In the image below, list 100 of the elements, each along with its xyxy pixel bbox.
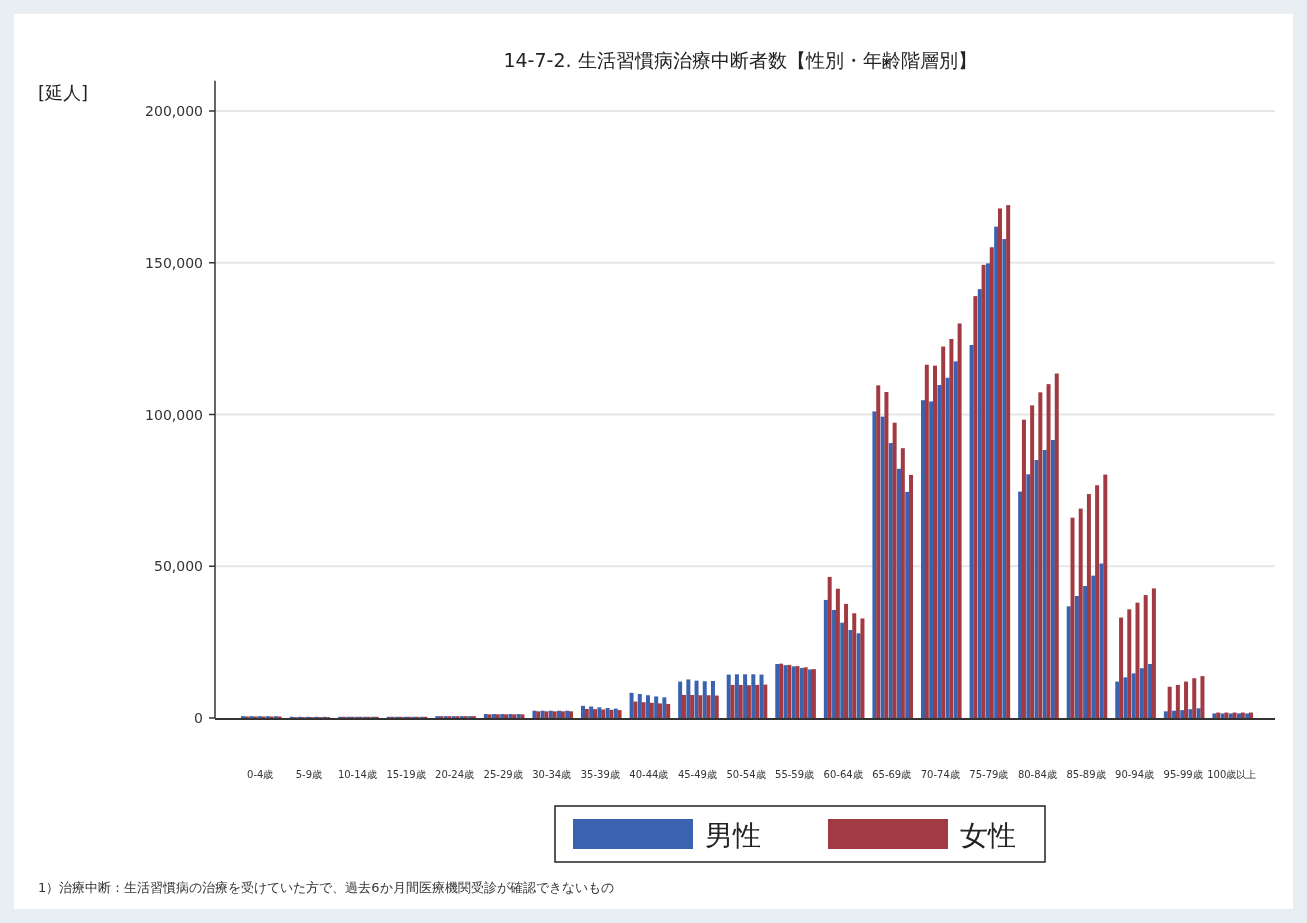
bar [1172, 710, 1177, 718]
x-tick-label: 100歳以上 [1207, 769, 1257, 780]
bar [544, 711, 549, 718]
bar [1083, 585, 1088, 718]
bar [1078, 508, 1083, 718]
bar [1224, 712, 1229, 718]
y-tick-label: 100,000 [145, 406, 203, 423]
bar [710, 680, 715, 718]
bar [584, 708, 589, 718]
bar [1074, 595, 1079, 718]
x-tick-label: 35-39歳 [580, 769, 620, 780]
bar [981, 264, 986, 718]
bar [520, 714, 525, 718]
bar [937, 385, 942, 718]
bar [977, 289, 982, 718]
bar [1245, 713, 1250, 718]
bar [1249, 712, 1254, 718]
x-tick-label: 45-49歳 [677, 769, 717, 780]
bar [1042, 450, 1047, 718]
bar [953, 361, 958, 718]
bar [601, 709, 606, 718]
bar [536, 711, 541, 718]
bar [483, 714, 488, 718]
bar [1163, 711, 1168, 718]
bar [852, 613, 857, 718]
x-tick-label: 0-4歳 [247, 769, 274, 780]
bar [569, 711, 574, 718]
x-tick-label: 50-54歳 [726, 769, 766, 780]
bar [888, 443, 893, 718]
bar [633, 701, 638, 718]
bar [949, 338, 954, 718]
x-tick-label: 70-74歳 [920, 769, 960, 780]
y-tick-label: 50,000 [154, 558, 203, 575]
bar [1050, 439, 1055, 718]
y-axis-title: [延人] [38, 82, 89, 103]
bar [860, 618, 865, 718]
bar [1123, 677, 1128, 718]
bar [957, 323, 962, 718]
y-tick-label: 0 [194, 710, 203, 726]
bar [500, 714, 505, 718]
x-tick-label: 55-59歳 [775, 769, 815, 780]
bar [746, 685, 751, 718]
bar [897, 468, 902, 718]
bar [617, 710, 622, 718]
bar [779, 663, 784, 718]
bar [1232, 712, 1237, 718]
bar [844, 603, 849, 718]
bar [775, 663, 780, 718]
text: 1）治療中断：生活習慣病の治療を受けていた方で、過去6か月間医療機関受診が確認できないもの [38, 880, 614, 895]
bar [1143, 595, 1148, 718]
bar [657, 703, 662, 718]
x-tick-label: 75-79歳 [969, 769, 1009, 780]
bar [702, 681, 707, 718]
bar [1175, 684, 1180, 718]
bar [997, 208, 1002, 718]
x-tick-label: 60-64歳 [823, 769, 863, 780]
bar [1188, 709, 1193, 718]
bar [1006, 205, 1011, 718]
bar [512, 714, 517, 718]
bar [905, 491, 910, 718]
bar [1119, 617, 1124, 718]
x-tick-label: 10-14歳 [337, 769, 377, 780]
bar [1026, 474, 1031, 718]
bar [678, 681, 683, 718]
bar [929, 401, 934, 718]
bar [1212, 713, 1217, 718]
bar [548, 710, 553, 718]
bar [532, 710, 537, 718]
x-tick-label: 90-94歳 [1115, 769, 1155, 780]
legend-label: 男性 [705, 819, 761, 852]
bar [1002, 239, 1007, 718]
bar [1139, 668, 1144, 718]
bar [876, 385, 881, 718]
bar [1151, 588, 1156, 718]
bar [1184, 681, 1189, 718]
bar [1115, 681, 1120, 718]
bar [641, 702, 646, 718]
x-tick-label: 95-99歳 [1163, 769, 1203, 780]
bar [552, 711, 557, 718]
bar [1066, 606, 1071, 718]
bar [755, 684, 760, 718]
bar [1192, 678, 1197, 718]
bar [649, 702, 654, 718]
bar [1054, 373, 1059, 718]
bar [1180, 710, 1185, 718]
bar [1046, 384, 1051, 718]
bar [1228, 713, 1233, 718]
bar [593, 709, 597, 718]
bar [654, 696, 659, 718]
bar [1095, 485, 1100, 718]
x-tick-label: 85-89歳 [1066, 769, 1106, 780]
bar [698, 695, 703, 718]
bar [508, 714, 513, 718]
bar [597, 707, 602, 718]
bar [686, 679, 691, 718]
bar [921, 400, 925, 718]
x-tick-label: 20-24歳 [435, 769, 475, 780]
y-tick-label: 150,000 [145, 254, 203, 271]
bar [985, 263, 990, 718]
bar [803, 667, 808, 718]
